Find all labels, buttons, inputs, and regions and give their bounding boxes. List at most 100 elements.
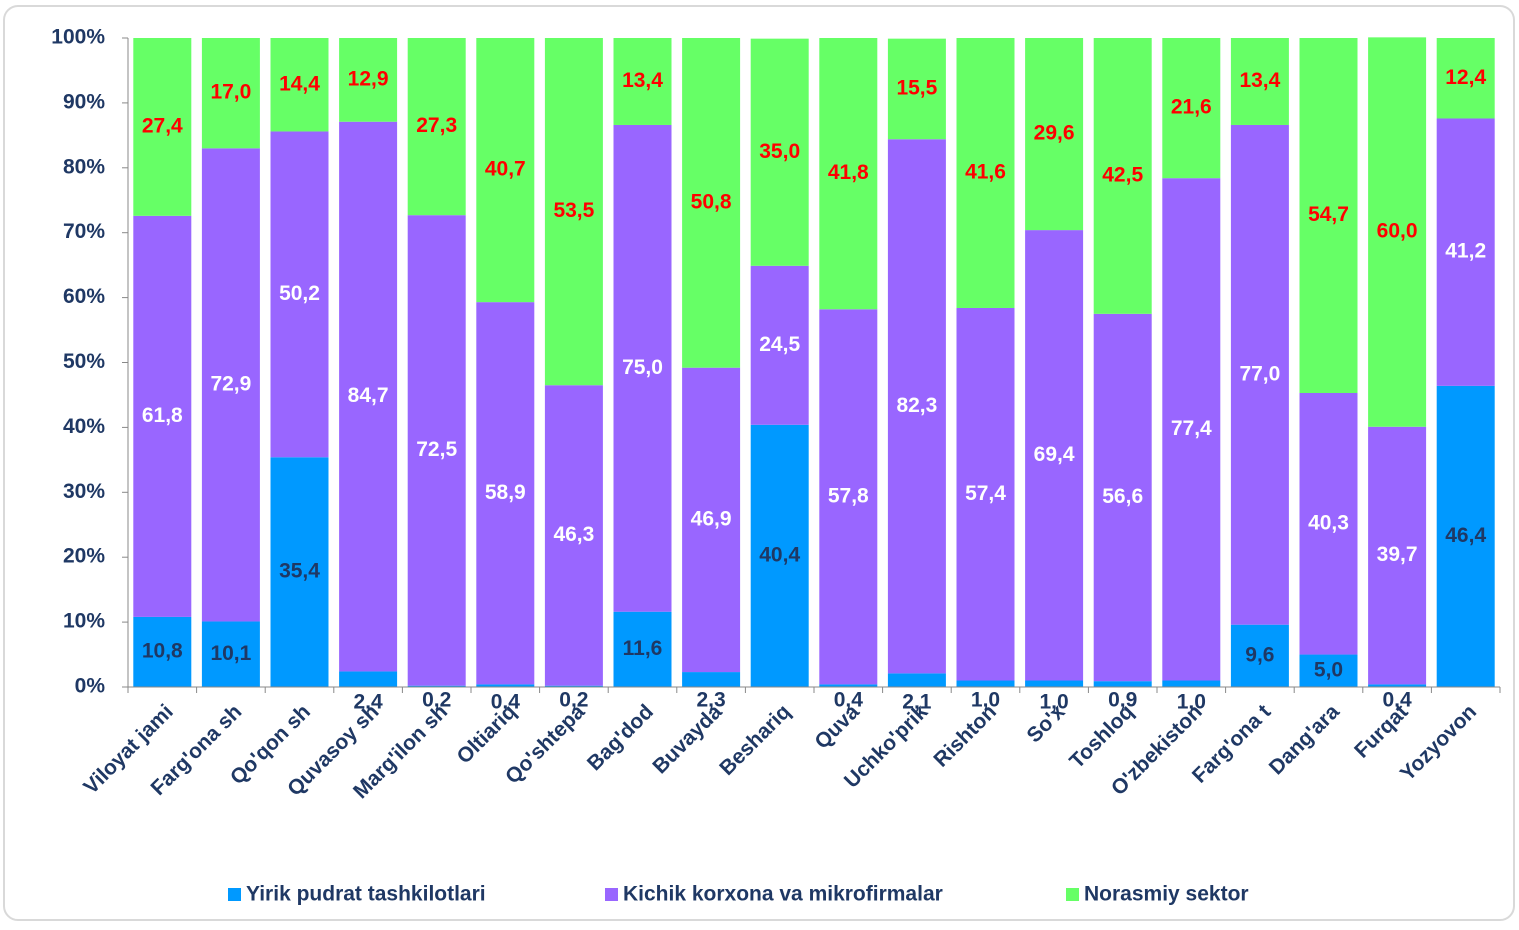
- bar-segment: [1093, 313, 1152, 682]
- data-label: 75,0: [622, 356, 663, 379]
- bar-segment: [887, 38, 946, 140]
- bar-segment: [476, 684, 535, 687]
- data-label: 10,8: [142, 640, 183, 663]
- bar-segment: [407, 215, 466, 686]
- data-label: 50,8: [691, 190, 732, 213]
- data-label: 9,6: [1245, 643, 1274, 666]
- data-label: 0,4: [834, 689, 864, 712]
- bar-segment: [339, 671, 398, 687]
- data-label: 0,2: [559, 689, 588, 712]
- data-label: 50,2: [279, 282, 320, 305]
- data-label: 46,3: [553, 523, 594, 546]
- bar-segment: [270, 131, 329, 458]
- data-label: 5,0: [1314, 658, 1343, 681]
- bar-segment: [1025, 230, 1084, 681]
- bar-segment: [682, 367, 741, 673]
- data-label: 56,6: [1102, 485, 1143, 508]
- bar-segment: [1436, 385, 1495, 687]
- data-label: 41,6: [965, 161, 1006, 184]
- data-label: 12,9: [348, 67, 389, 90]
- bar-segment: [544, 38, 603, 386]
- data-label: 27,3: [416, 114, 457, 137]
- bar-segment: [133, 38, 192, 216]
- legend-label: Norasmiy sektor: [1084, 883, 1249, 906]
- y-tick-label: 40%: [63, 415, 105, 438]
- bar-segment: [1093, 38, 1152, 314]
- data-label: 12,4: [1445, 66, 1486, 89]
- legend-label: Yirik pudrat tashkilotlari: [246, 883, 486, 906]
- y-tick-label: 50%: [63, 350, 105, 373]
- data-label: 60,0: [1377, 220, 1418, 243]
- data-label: 1,0: [971, 689, 1000, 712]
- bar-segment: [1230, 624, 1289, 687]
- data-label: 10,1: [210, 642, 251, 665]
- legend-swatch: [228, 888, 241, 901]
- bar-segment: [270, 457, 329, 687]
- bar-segment: [133, 616, 192, 687]
- data-label: 0,9: [1108, 689, 1137, 712]
- data-label: 77,0: [1239, 362, 1280, 385]
- bar-segment: [407, 685, 466, 687]
- data-label: 1,0: [1177, 691, 1206, 714]
- bar-segment: [1025, 680, 1084, 687]
- data-label: 35,0: [759, 140, 800, 163]
- bar-segment: [1230, 124, 1289, 625]
- y-tick-label: 70%: [63, 220, 105, 243]
- bar-segment: [1025, 38, 1084, 231]
- bar-segment: [339, 121, 398, 672]
- bar-segment: [1436, 38, 1495, 119]
- bar-segment: [1299, 654, 1358, 687]
- bar-segment: [1299, 393, 1358, 655]
- data-label: 57,4: [965, 482, 1006, 505]
- data-label: 0,4: [491, 691, 521, 714]
- bar-segment: [819, 309, 878, 685]
- bar-segment: [819, 38, 878, 310]
- data-label: 11,6: [623, 637, 663, 660]
- y-tick-label: 10%: [63, 610, 105, 633]
- data-label: 15,5: [896, 76, 937, 99]
- data-label: 21,6: [1171, 96, 1212, 119]
- bar-segment: [750, 265, 809, 425]
- data-label: 40,4: [759, 543, 800, 566]
- y-tick-label: 30%: [63, 480, 105, 503]
- data-label: 40,7: [485, 158, 526, 181]
- bar-segment: [613, 611, 672, 687]
- data-label: 58,9: [485, 481, 526, 504]
- data-label: 84,7: [348, 384, 389, 407]
- bar-segment: [887, 139, 946, 674]
- bar-segment: [133, 215, 192, 617]
- bar-segment: [544, 385, 603, 686]
- data-label: 2,4: [353, 691, 383, 714]
- bar-segment: [1230, 38, 1289, 125]
- bar-segment: [682, 672, 741, 687]
- y-tick-label: 60%: [63, 285, 105, 308]
- data-label: 2,1: [902, 691, 932, 714]
- data-label: 77,4: [1171, 417, 1212, 440]
- legend-label: Kichik korxona va mikrofirmalar: [623, 883, 943, 906]
- y-tick-label: 20%: [63, 545, 105, 568]
- data-label: 41,8: [828, 161, 869, 184]
- data-label: 2,3: [696, 689, 725, 712]
- bar-segment: [270, 38, 329, 132]
- bar-segment: [887, 673, 946, 687]
- bar-segment: [1368, 684, 1427, 687]
- bar-segment: [750, 424, 809, 687]
- bar-segment: [1299, 38, 1358, 394]
- bar-segment: [1436, 118, 1495, 386]
- data-label: 69,4: [1034, 443, 1075, 466]
- data-label: 0,4: [1382, 689, 1412, 712]
- data-label: 35,4: [279, 560, 320, 583]
- data-label: 1,0: [1039, 691, 1068, 714]
- data-label: 42,5: [1102, 163, 1143, 186]
- bar-segment: [750, 38, 809, 266]
- data-label: 82,3: [896, 394, 937, 417]
- data-label: 39,7: [1377, 543, 1418, 566]
- bar-segment: [682, 38, 741, 368]
- data-label: 29,6: [1034, 122, 1075, 145]
- bar-segment: [476, 302, 535, 685]
- data-label: 0,2: [422, 689, 451, 712]
- data-label: 46,4: [1445, 524, 1486, 547]
- bar-segment: [819, 684, 878, 687]
- data-label: 40,3: [1308, 511, 1349, 534]
